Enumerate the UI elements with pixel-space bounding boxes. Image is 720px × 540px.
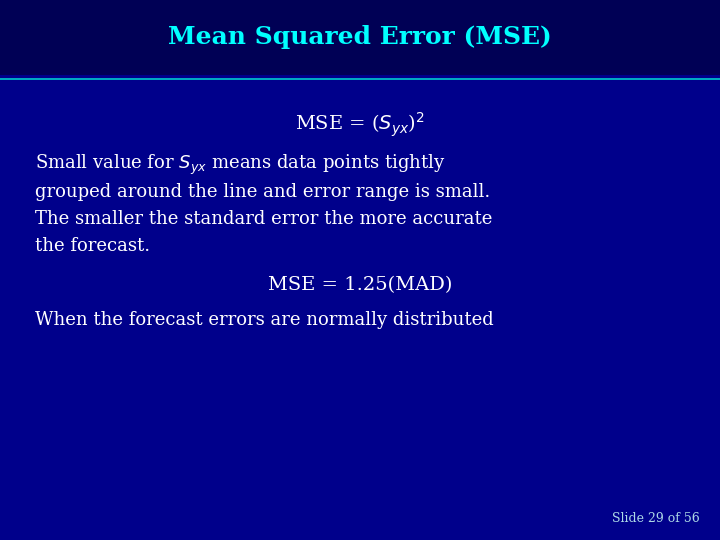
Text: the forecast.: the forecast. <box>35 237 150 255</box>
Text: MSE = 1.25(MAD): MSE = 1.25(MAD) <box>268 276 452 294</box>
Text: MSE = ($S_{yx}$)$^2$: MSE = ($S_{yx}$)$^2$ <box>295 111 425 139</box>
Bar <box>0 0 720 75</box>
Text: The smaller the standard error the more accurate: The smaller the standard error the more … <box>35 210 492 228</box>
Text: Small value for $S_{yx}$ means data points tightly: Small value for $S_{yx}$ means data poin… <box>35 153 446 177</box>
Text: Slide 29 of 56: Slide 29 of 56 <box>612 512 700 525</box>
Text: Mean Squared Error (MSE): Mean Squared Error (MSE) <box>168 25 552 49</box>
Text: grouped around the line and error range is small.: grouped around the line and error range … <box>35 183 490 201</box>
Text: When the forecast errors are normally distributed: When the forecast errors are normally di… <box>35 311 494 329</box>
